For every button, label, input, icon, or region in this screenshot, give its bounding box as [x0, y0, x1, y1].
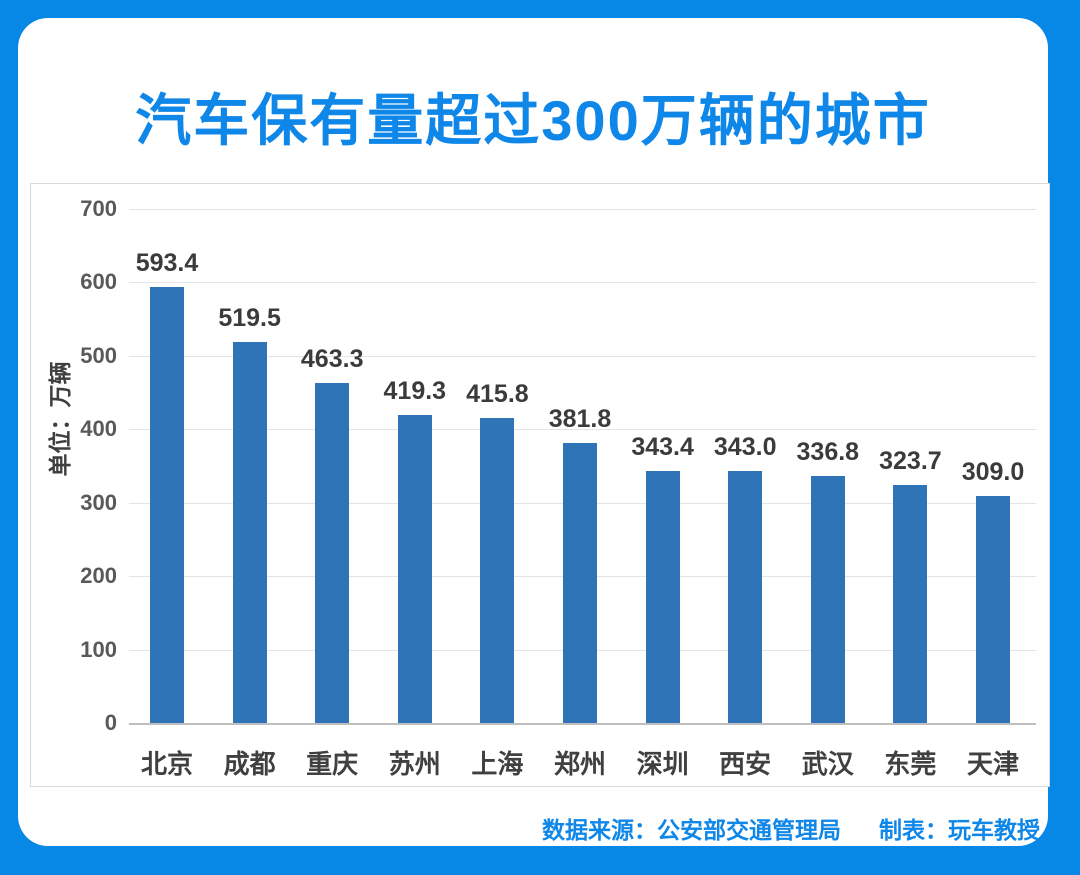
gridline [129, 355, 1036, 357]
y-tick-label: 600 [80, 269, 117, 295]
bar-value-label: 463.3 [300, 344, 364, 373]
bar-value-label: 419.3 [383, 377, 447, 406]
gridline [129, 209, 1036, 210]
footer-data-source: 数据来源：公安部交通管理局 [542, 817, 841, 843]
bar-value-label: 309.0 [961, 458, 1025, 487]
y-tick-label: 500 [80, 342, 117, 368]
bar [150, 287, 184, 723]
y-tick-label: 200 [80, 563, 117, 589]
bar-value-label: 381.8 [548, 404, 612, 433]
bar [315, 382, 350, 723]
bar-value-label: 593.4 [135, 249, 199, 278]
x-tick-label: 苏州 [388, 749, 441, 779]
bar-value-label: 323.7 [879, 447, 942, 476]
page-title: 汽车保有量超过300万辆的城市 [135, 89, 931, 152]
bar [480, 417, 515, 723]
y-tick-label: 700 [80, 196, 117, 221]
y-tick-label: 400 [80, 416, 117, 442]
gridline [129, 429, 1036, 431]
bar [397, 415, 432, 723]
y-tick-label: 0 [104, 710, 117, 735]
x-tick-label: 北京 [140, 749, 194, 779]
x-tick-label: 天津 [966, 749, 1020, 779]
gridline [129, 282, 1036, 284]
bar-value-label: 519.5 [218, 303, 281, 332]
bar-value-label: 336.8 [796, 437, 860, 466]
x-tick-label: 武汉 [801, 749, 854, 779]
x-tick-label: 东莞 [884, 749, 937, 779]
bar-chart: 单位：万辆 0 100 200 300 400 500 600 700 593.4 北京 519.5… [30, 183, 1050, 787]
bar [563, 442, 597, 723]
footer: 数据来源：公安部交通管理局 制表：玩车教授 [542, 811, 1040, 845]
bar [645, 470, 680, 723]
bar-value-label: 415.8 [466, 379, 529, 408]
bar [232, 341, 267, 723]
x-tick-label: 上海 [471, 749, 524, 779]
x-tick-label: 郑州 [553, 749, 607, 779]
x-tick-label: 西安 [719, 749, 772, 779]
x-tick-label: 重庆 [306, 749, 359, 779]
footer-maker: 制表：玩车教授 [879, 817, 1040, 843]
y-tick-label: 300 [80, 489, 117, 515]
bar [976, 496, 1010, 723]
x-axis-baseline [129, 723, 1036, 725]
y-tick-label: 100 [80, 636, 117, 662]
bar-value-label: 343.0 [713, 433, 777, 462]
chart-card: 汽车保有量超过300万辆的城市 单位：万辆 0 100 200 300 400 500 60… [18, 18, 1050, 846]
bar [728, 471, 763, 723]
bar [810, 475, 845, 723]
x-tick-label: 成都 [223, 749, 276, 779]
bar [893, 485, 928, 723]
bar-value-label: 343.4 [631, 432, 694, 461]
x-tick-label: 深圳 [636, 749, 689, 779]
